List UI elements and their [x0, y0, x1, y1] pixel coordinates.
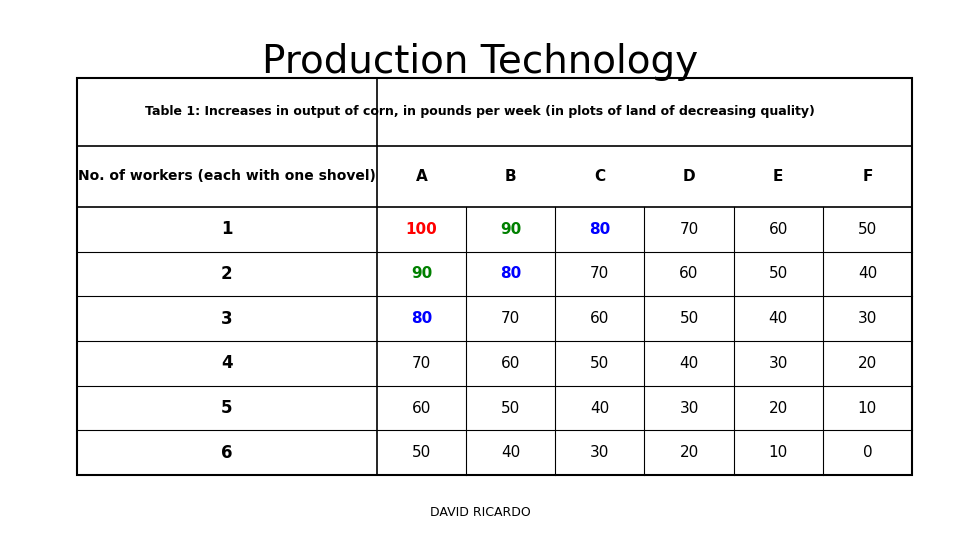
Text: F: F	[862, 168, 873, 184]
Text: 60: 60	[769, 222, 788, 237]
Text: E: E	[773, 168, 783, 184]
Text: 20: 20	[858, 356, 877, 371]
Text: Table 1: Increases in output of corn, in pounds per week (in plots of land of de: Table 1: Increases in output of corn, in…	[145, 105, 815, 118]
Text: 6: 6	[221, 444, 232, 462]
Text: 3: 3	[221, 310, 232, 328]
Text: 20: 20	[769, 401, 788, 416]
Text: 70: 70	[680, 222, 699, 237]
Text: 60: 60	[412, 401, 431, 416]
Text: 80: 80	[411, 311, 432, 326]
Text: 50: 50	[501, 401, 520, 416]
Text: 80: 80	[500, 266, 521, 281]
Text: 30: 30	[680, 401, 699, 416]
Text: 0: 0	[863, 446, 873, 460]
Text: 50: 50	[769, 266, 788, 281]
Text: DAVID RICARDO: DAVID RICARDO	[430, 507, 530, 519]
Text: A: A	[416, 168, 427, 184]
Text: 40: 40	[680, 356, 699, 371]
Text: 40: 40	[590, 401, 610, 416]
Text: 100: 100	[405, 222, 438, 237]
Text: 10: 10	[858, 401, 877, 416]
Text: 30: 30	[857, 311, 877, 326]
Text: D: D	[683, 168, 695, 184]
Text: 70: 70	[501, 311, 520, 326]
Text: 60: 60	[680, 266, 699, 281]
Text: 90: 90	[500, 222, 521, 237]
Text: C: C	[594, 168, 606, 184]
Text: Production Technology: Production Technology	[262, 43, 698, 81]
Text: 5: 5	[221, 399, 232, 417]
Text: 70: 70	[412, 356, 431, 371]
Text: 1: 1	[221, 220, 232, 238]
Text: 70: 70	[590, 266, 610, 281]
Text: 30: 30	[590, 446, 610, 460]
Text: 4: 4	[221, 354, 232, 373]
Text: 30: 30	[769, 356, 788, 371]
Text: B: B	[505, 168, 516, 184]
Text: 50: 50	[412, 446, 431, 460]
Text: 2: 2	[221, 265, 232, 283]
Text: 60: 60	[590, 311, 610, 326]
Text: No. of workers (each with one shovel): No. of workers (each with one shovel)	[78, 169, 375, 183]
Text: 80: 80	[589, 222, 611, 237]
Text: 50: 50	[680, 311, 699, 326]
Text: 60: 60	[501, 356, 520, 371]
Text: 50: 50	[590, 356, 610, 371]
Text: 40: 40	[858, 266, 877, 281]
Text: 90: 90	[411, 266, 432, 281]
Text: 40: 40	[769, 311, 788, 326]
Text: 20: 20	[680, 446, 699, 460]
Text: 10: 10	[769, 446, 788, 460]
Text: 50: 50	[858, 222, 877, 237]
Text: 40: 40	[501, 446, 520, 460]
